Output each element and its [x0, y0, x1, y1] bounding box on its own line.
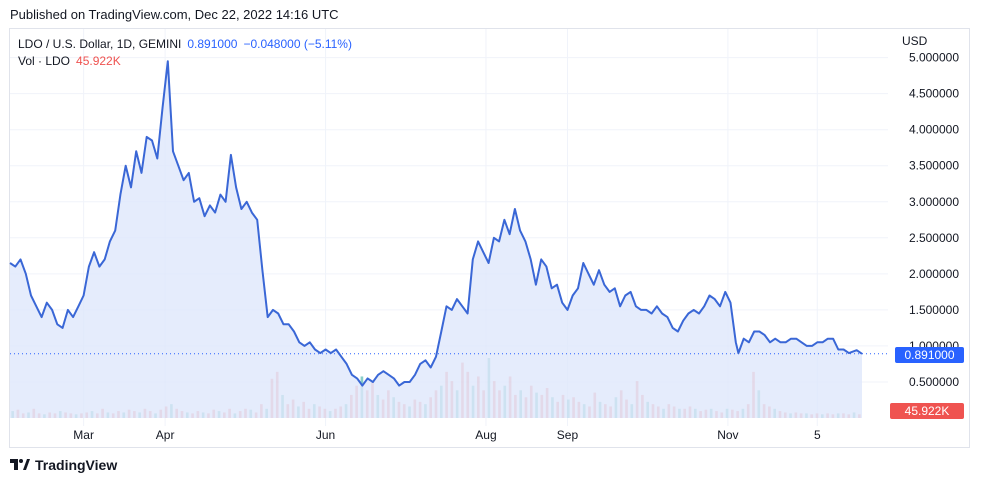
x-axis-labels: Mar Apr Jun Aug Sep Nov 5 [73, 428, 821, 442]
tradingview-logo-icon [10, 459, 30, 470]
tradingview-logo[interactable]: TradingView [10, 457, 117, 473]
y-tick-label: 1.500000 [909, 303, 959, 317]
y-tick-label: 3.000000 [909, 195, 959, 209]
y-tick-label: 2.500000 [909, 231, 959, 245]
published-caption: Published on TradingView.com, Dec 22, 20… [10, 7, 339, 22]
price-line [9, 60, 863, 387]
chart-legend: LDO / U.S. Dollar, 1D, GEMINI 0.891000 −0.… [18, 36, 352, 70]
last-price-tag: 0.891000 [895, 347, 964, 363]
symbol-label: LDO / U.S. Dollar, 1D, GEMINI [18, 37, 182, 51]
x-tick-label: Aug [475, 428, 496, 442]
y-tick-label: 3.500000 [909, 159, 959, 173]
legend-change: −0.048000 (−5.11%) [243, 37, 352, 51]
y-tick-label: 2.000000 [909, 267, 959, 281]
y-tick-label: 5.000000 [909, 51, 959, 65]
last-volume-tag: 45.922K [890, 403, 964, 419]
x-tick-label: Apr [156, 428, 175, 442]
chart-frame [9, 28, 970, 448]
x-tick-label: Nov [717, 428, 738, 442]
x-tick-label: 5 [814, 428, 821, 442]
x-tick-label: Mar [73, 428, 94, 442]
legend-volume: 45.922K [76, 54, 121, 68]
volume-label: Vol · LDO [18, 54, 71, 68]
x-tick-label: Jun [316, 428, 335, 442]
brand-name: TradingView [35, 457, 118, 473]
y-tick-label: 4.000000 [909, 123, 959, 137]
price-area-fill [10, 61, 862, 418]
x-tick-label: Sep [557, 428, 579, 442]
y-tick-label: 0.500000 [909, 375, 959, 389]
y-axis-labels: 0.5000001.0000001.5000002.0000002.500000… [909, 51, 959, 389]
legend-price: 0.891000 [187, 37, 238, 51]
currency-label: USD [902, 34, 928, 48]
y-tick-label: 4.500000 [909, 87, 959, 101]
